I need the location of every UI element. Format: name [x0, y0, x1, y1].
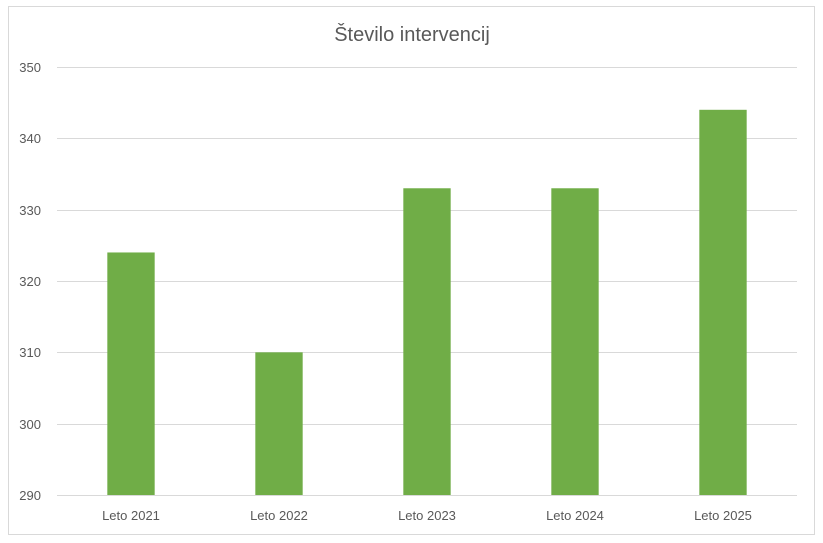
chart-title: Število intervencij [334, 23, 490, 46]
bar-leto-2021 [107, 252, 155, 495]
x-tick-label: Leto 2021 [102, 508, 160, 523]
y-tick-label: 310 [19, 345, 41, 360]
bar-leto-2023 [403, 188, 451, 495]
y-tick-label: 300 [19, 417, 41, 432]
y-tick-label: 320 [19, 274, 41, 289]
x-tick-label: Leto 2024 [546, 508, 604, 523]
x-tick-label: Leto 2025 [694, 508, 752, 523]
x-tick-label: Leto 2023 [398, 508, 456, 523]
y-tick-label: 330 [19, 203, 41, 218]
x-axis-tick-labels: Leto 2021 Leto 2022 Leto 2023 Leto 2024 Leto… [102, 508, 752, 523]
y-tick-label: 340 [19, 131, 41, 146]
y-axis-tick-labels: 290 300 310 320 330 340 350 [19, 60, 41, 503]
y-tick-label: 290 [19, 488, 41, 503]
bar-leto-2022 [255, 352, 303, 495]
bar-leto-2025 [699, 109, 747, 496]
y-tick-label: 350 [19, 60, 41, 75]
bar-leto-2024 [551, 188, 599, 495]
bars [107, 109, 747, 496]
x-tick-label: Leto 2022 [250, 508, 308, 523]
